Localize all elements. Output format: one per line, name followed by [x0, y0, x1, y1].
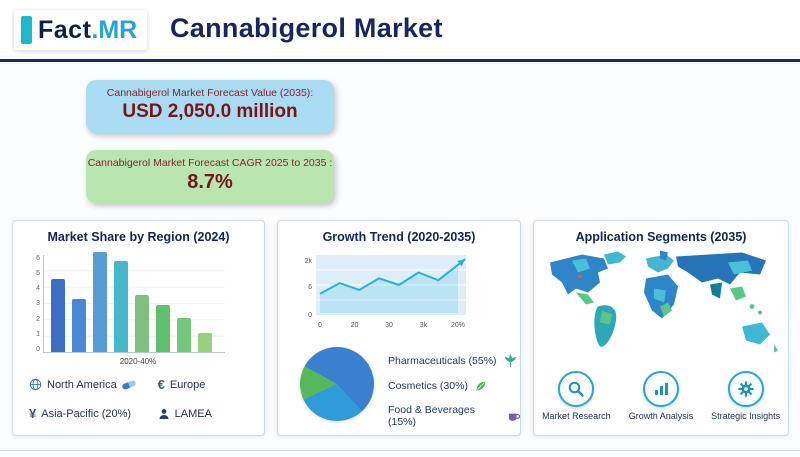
- page-title: Cannabigerol Market: [170, 13, 443, 43]
- legend-item-cosmetics: Cosmetics (30%): [388, 379, 520, 393]
- feature-market-research: Market Research: [535, 371, 617, 421]
- legend-item-europe: € Europe: [158, 377, 253, 392]
- legend-item-pharmaceuticals: Pharmaceuticals (55%): [388, 353, 520, 368]
- growth-card: Growth Trend (2020-2035) 2k 6 0 0 20 30 3k 20%…: [277, 220, 521, 436]
- legend-item-north-america: North America: [29, 377, 158, 392]
- y-tick-label: 2: [36, 315, 40, 323]
- magnifier-icon: [569, 381, 585, 397]
- gear-icon: [737, 381, 754, 397]
- y-tick-label: 6: [36, 255, 40, 262]
- legend-label: North America: [47, 378, 117, 391]
- svg-text:20: 20: [351, 322, 359, 329]
- region-bars: [43, 251, 225, 353]
- legend-item-asia-pacific: ¥ Asia-Pacific (20%): [29, 406, 158, 421]
- legend-item-lamea: LAMEA: [158, 406, 253, 421]
- svg-text:2k: 2k: [305, 258, 313, 265]
- svg-text:20%: 20%: [451, 322, 465, 329]
- applications-legend: Pharmaceuticals (55%) Cosmetics (30%) Fo…: [388, 353, 520, 428]
- region-bar: [93, 251, 107, 352]
- y-tick-label: 4: [36, 285, 40, 293]
- feature-circle: [558, 371, 595, 407]
- feature-circle: [642, 371, 679, 407]
- euro-icon: €: [157, 377, 165, 392]
- segments-card-title: Application Segments (2035): [575, 230, 747, 244]
- legend-label: Food & Beverages (15%): [388, 404, 475, 428]
- legend-label: Asia-Pacific (20%): [41, 407, 132, 420]
- y-tick-label: 1: [36, 330, 40, 338]
- svg-text:30: 30: [385, 322, 393, 329]
- region-bar: [198, 332, 212, 352]
- feature-circle: [727, 371, 764, 407]
- highlight-box: Cannabigerol Market Forecast Value (2035…: [86, 80, 334, 133]
- legend-label: Cosmetics (30%): [388, 380, 468, 392]
- region-bar: [156, 305, 170, 352]
- highlight-label: Cannabigerol Market Forecast Value (2035…: [106, 87, 314, 99]
- feature-strategic-insights: Strategic Insights: [705, 371, 787, 421]
- region-card-title: Market Share by Region (2024): [47, 230, 230, 244]
- bar-chart-icon: [654, 383, 668, 395]
- logo-text-mr: .MR: [91, 15, 138, 44]
- region-bar-chart: 6 5 4 3 2 1 0: [27, 251, 233, 353]
- region-bar: [177, 318, 191, 352]
- region-card: Market Share by Region (2024) 6 5 4 3 2 1 0 20…: [12, 220, 265, 436]
- feature-row: Market Research Growth Analysis: [534, 371, 788, 421]
- header: Fact .MR Cannabigerol Market: [0, 0, 800, 62]
- y-tick-label: 5: [36, 270, 40, 278]
- bottom-divider: [0, 450, 800, 451]
- logo-text-fact: Fact: [38, 15, 92, 44]
- fact-mr-logo: Fact .MR: [14, 10, 148, 50]
- legend-item-food-beverages: Food & Beverages (15%): [388, 404, 520, 428]
- highlight-label: Cannabigerol Market Forecast CAGR 2025 t…: [87, 157, 333, 169]
- feature-label: Market Research: [542, 411, 611, 421]
- region-x-axis-label: 2020-40%: [119, 357, 157, 366]
- y-tick-label: 0: [36, 345, 40, 353]
- growth-card-title: Growth Trend (2020-2035): [322, 230, 476, 244]
- legend-label: Pharmaceuticals (55%): [388, 354, 497, 367]
- pill-icon: [121, 379, 137, 390]
- highlight-box: Cannabigerol Market Forecast CAGR 2025 t…: [86, 150, 334, 203]
- applications-pie-chart: [300, 347, 374, 421]
- world-map: [542, 247, 782, 370]
- person-icon: [159, 408, 169, 419]
- growth-line-chart: 2k 6 0 0 20 30 3k 20%: [296, 251, 496, 340]
- svg-text:0: 0: [308, 312, 312, 319]
- y-tick-label: 3: [36, 300, 40, 308]
- feature-label: Strategic Insights: [711, 411, 781, 421]
- svg-text:3k: 3k: [420, 322, 428, 329]
- region-legend: North America € Europe ¥ Asia-Pacific (2…: [29, 377, 253, 421]
- region-bar: [114, 261, 128, 352]
- segments-card: Application Segments (2035): [533, 220, 789, 436]
- legend-label: LAMEA: [174, 407, 212, 420]
- region-bar: [72, 298, 86, 352]
- region-y-axis: 6 5 4 3 2 1 0: [27, 255, 43, 353]
- leaf-icon: [476, 381, 486, 391]
- region-bar: [51, 279, 65, 352]
- logo-accent-icon: [21, 16, 32, 44]
- globe-icon: [29, 378, 42, 391]
- cup-icon: [508, 413, 520, 421]
- header-divider: [0, 59, 800, 62]
- hemp-leaf-icon: [504, 353, 516, 368]
- yen-icon: ¥: [29, 406, 37, 421]
- highlight-value: USD 2,050.0 million: [122, 101, 298, 122]
- feature-label: Growth Analysis: [628, 411, 694, 421]
- feature-growth-analysis: Growth Analysis: [620, 371, 702, 421]
- svg-text:0: 0: [318, 322, 322, 329]
- svg-text:6: 6: [308, 284, 312, 291]
- region-bar: [135, 295, 149, 352]
- highlight-value: 8.7%: [187, 171, 233, 193]
- legend-label: Europe: [169, 378, 206, 391]
